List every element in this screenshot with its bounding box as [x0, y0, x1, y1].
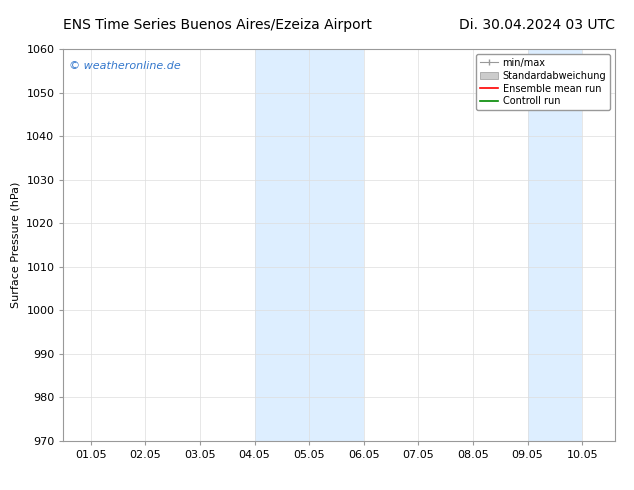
Text: ENS Time Series Buenos Aires/Ezeiza Airport: ENS Time Series Buenos Aires/Ezeiza Airp…: [63, 18, 372, 32]
Legend: min/max, Standardabweichung, Ensemble mean run, Controll run: min/max, Standardabweichung, Ensemble me…: [476, 54, 610, 110]
Bar: [527, 49, 582, 441]
Text: © weatheronline.de: © weatheronline.de: [69, 61, 181, 71]
Y-axis label: Surface Pressure (hPa): Surface Pressure (hPa): [11, 182, 21, 308]
Text: Di. 30.04.2024 03 UTC: Di. 30.04.2024 03 UTC: [459, 18, 615, 32]
Bar: [254, 49, 364, 441]
